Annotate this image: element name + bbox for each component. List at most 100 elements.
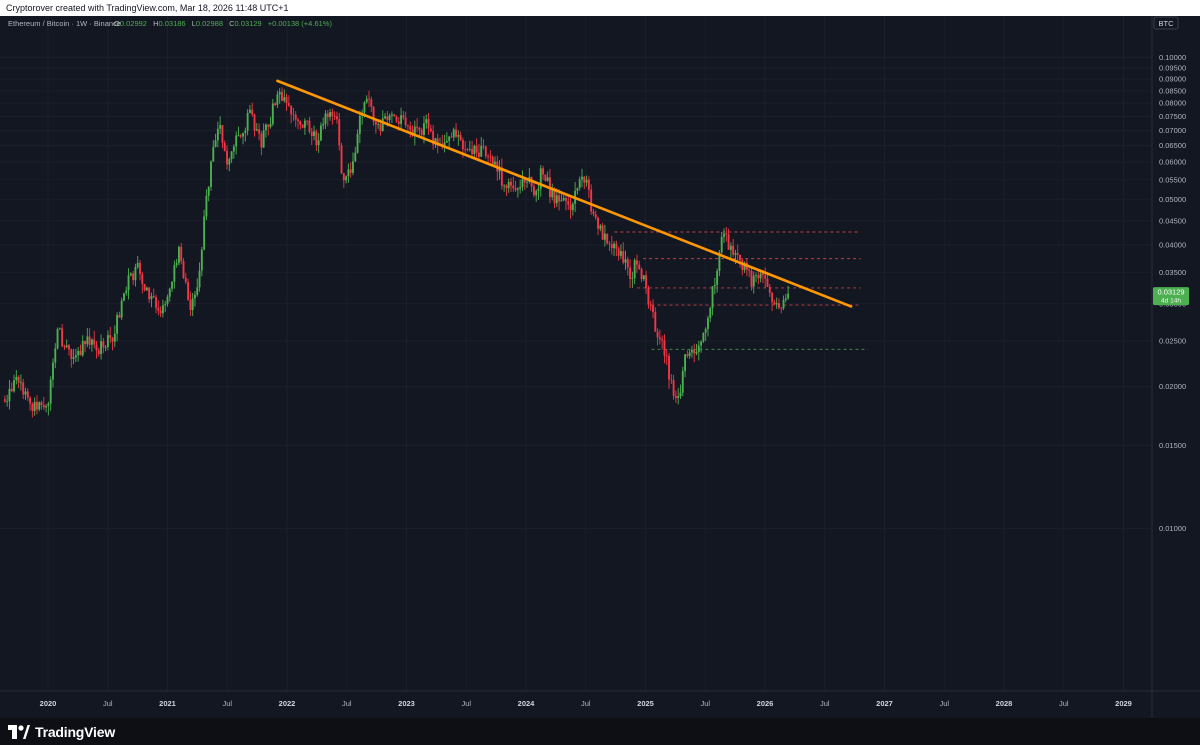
candle-down	[510, 177, 512, 193]
time-tick-label: 2028	[996, 699, 1013, 708]
candle-body	[258, 129, 261, 134]
candle-body	[35, 401, 38, 410]
candle-body	[688, 352, 691, 356]
time-tick-label: 2026	[757, 699, 774, 708]
candle-down	[489, 150, 492, 163]
candle-up	[200, 246, 203, 277]
candle-down	[152, 288, 155, 299]
candle-down	[221, 125, 224, 149]
candle-up	[720, 231, 723, 255]
candle-up	[145, 286, 148, 292]
candle-up	[244, 127, 247, 142]
candle-up	[677, 387, 680, 405]
candle-body	[365, 98, 368, 103]
candle-up	[642, 274, 645, 282]
candle-body	[52, 362, 54, 380]
candle-body	[723, 233, 725, 237]
tradingview-logo[interactable]: TradingView	[8, 722, 115, 742]
price-chart[interactable]: 0.10000 0.09500 0.09000 0.08500 0.08000 0.075…	[0, 16, 1200, 718]
candle-body	[262, 130, 265, 148]
descending-trendline[interactable]	[276, 79, 853, 308]
candle-body	[38, 402, 41, 410]
candle-body	[290, 105, 293, 115]
candle-body	[489, 156, 492, 158]
candle-body	[322, 123, 325, 126]
candle-body	[109, 335, 112, 339]
candle-up	[688, 349, 691, 359]
candle-up	[700, 340, 703, 353]
candle-body	[516, 188, 519, 190]
candle-body	[129, 273, 132, 276]
candle-body	[65, 345, 68, 348]
candle-body	[352, 161, 354, 173]
candle-body	[539, 168, 542, 189]
candle-down	[617, 246, 620, 261]
candle-body	[594, 214, 597, 218]
candle-body	[597, 217, 599, 229]
candle-body	[729, 245, 732, 250]
candle-up	[329, 108, 332, 121]
candle-down	[672, 374, 675, 400]
chart-area[interactable]: 0.10000 0.09500 0.09000 0.08500 0.08000 0.075…	[0, 16, 1200, 718]
candle-down	[70, 348, 73, 368]
candle-body	[709, 308, 712, 319]
candle-body	[590, 189, 593, 212]
candle-body	[581, 176, 583, 180]
candle-down	[475, 138, 478, 161]
candle-down	[693, 343, 696, 363]
candle-body	[420, 129, 423, 135]
candle-body	[342, 173, 345, 181]
candle-down	[640, 267, 643, 283]
candle-up	[684, 353, 687, 378]
candle-body	[686, 354, 689, 356]
candle-up	[276, 90, 279, 108]
candle-up	[191, 292, 194, 317]
time-tick-label: 2020	[40, 699, 57, 708]
candle-up	[237, 126, 240, 137]
candle-body	[393, 114, 396, 117]
candle-up	[49, 376, 52, 411]
symbol-legend[interactable]: Ethereum / Bitcoin · 1W · Binance O0.029…	[8, 19, 332, 28]
candle-down	[780, 307, 783, 314]
candle-body	[780, 307, 783, 309]
candle-body	[24, 391, 27, 395]
candle-body	[395, 116, 398, 122]
candle-body	[477, 152, 480, 157]
candle-up	[313, 125, 316, 141]
candle-down	[17, 375, 20, 389]
candle-body	[684, 354, 687, 372]
time-tick-label: Jul	[342, 699, 352, 708]
candle-body	[668, 355, 670, 380]
candle-body	[452, 129, 455, 138]
horizontal-levels	[614, 231, 868, 350]
candle-body	[13, 380, 15, 392]
candle-down	[587, 176, 590, 199]
candle-down	[450, 132, 453, 138]
candle-down	[615, 240, 618, 257]
candle-body	[558, 195, 561, 202]
candle-down	[10, 382, 13, 392]
candle-up	[100, 334, 103, 360]
candle-body	[200, 249, 203, 271]
candle-down	[287, 95, 290, 107]
candle-up	[562, 194, 565, 202]
candle-body	[436, 138, 439, 146]
candle-up	[324, 110, 327, 130]
legend-symbol[interactable]: Ethereum / Bitcoin · 1W · Binance	[8, 19, 121, 28]
candle-body	[679, 392, 682, 397]
candle-body	[406, 125, 409, 127]
candle-body	[535, 190, 538, 196]
currency-badge[interactable]: BTC	[1153, 16, 1179, 30]
chart-credit-bar: Cryptorover created with TradingView.com…	[0, 0, 1200, 16]
candle-body	[310, 131, 313, 137]
candle-body	[347, 169, 350, 177]
candle-up	[90, 338, 93, 352]
candle-down	[565, 193, 567, 211]
candle-down	[79, 344, 82, 356]
candle-down	[40, 400, 43, 410]
candle-body	[384, 116, 386, 119]
candle-up	[171, 281, 174, 293]
candle-up	[787, 285, 790, 300]
candle-up	[13, 374, 15, 393]
candle-up	[697, 340, 700, 361]
